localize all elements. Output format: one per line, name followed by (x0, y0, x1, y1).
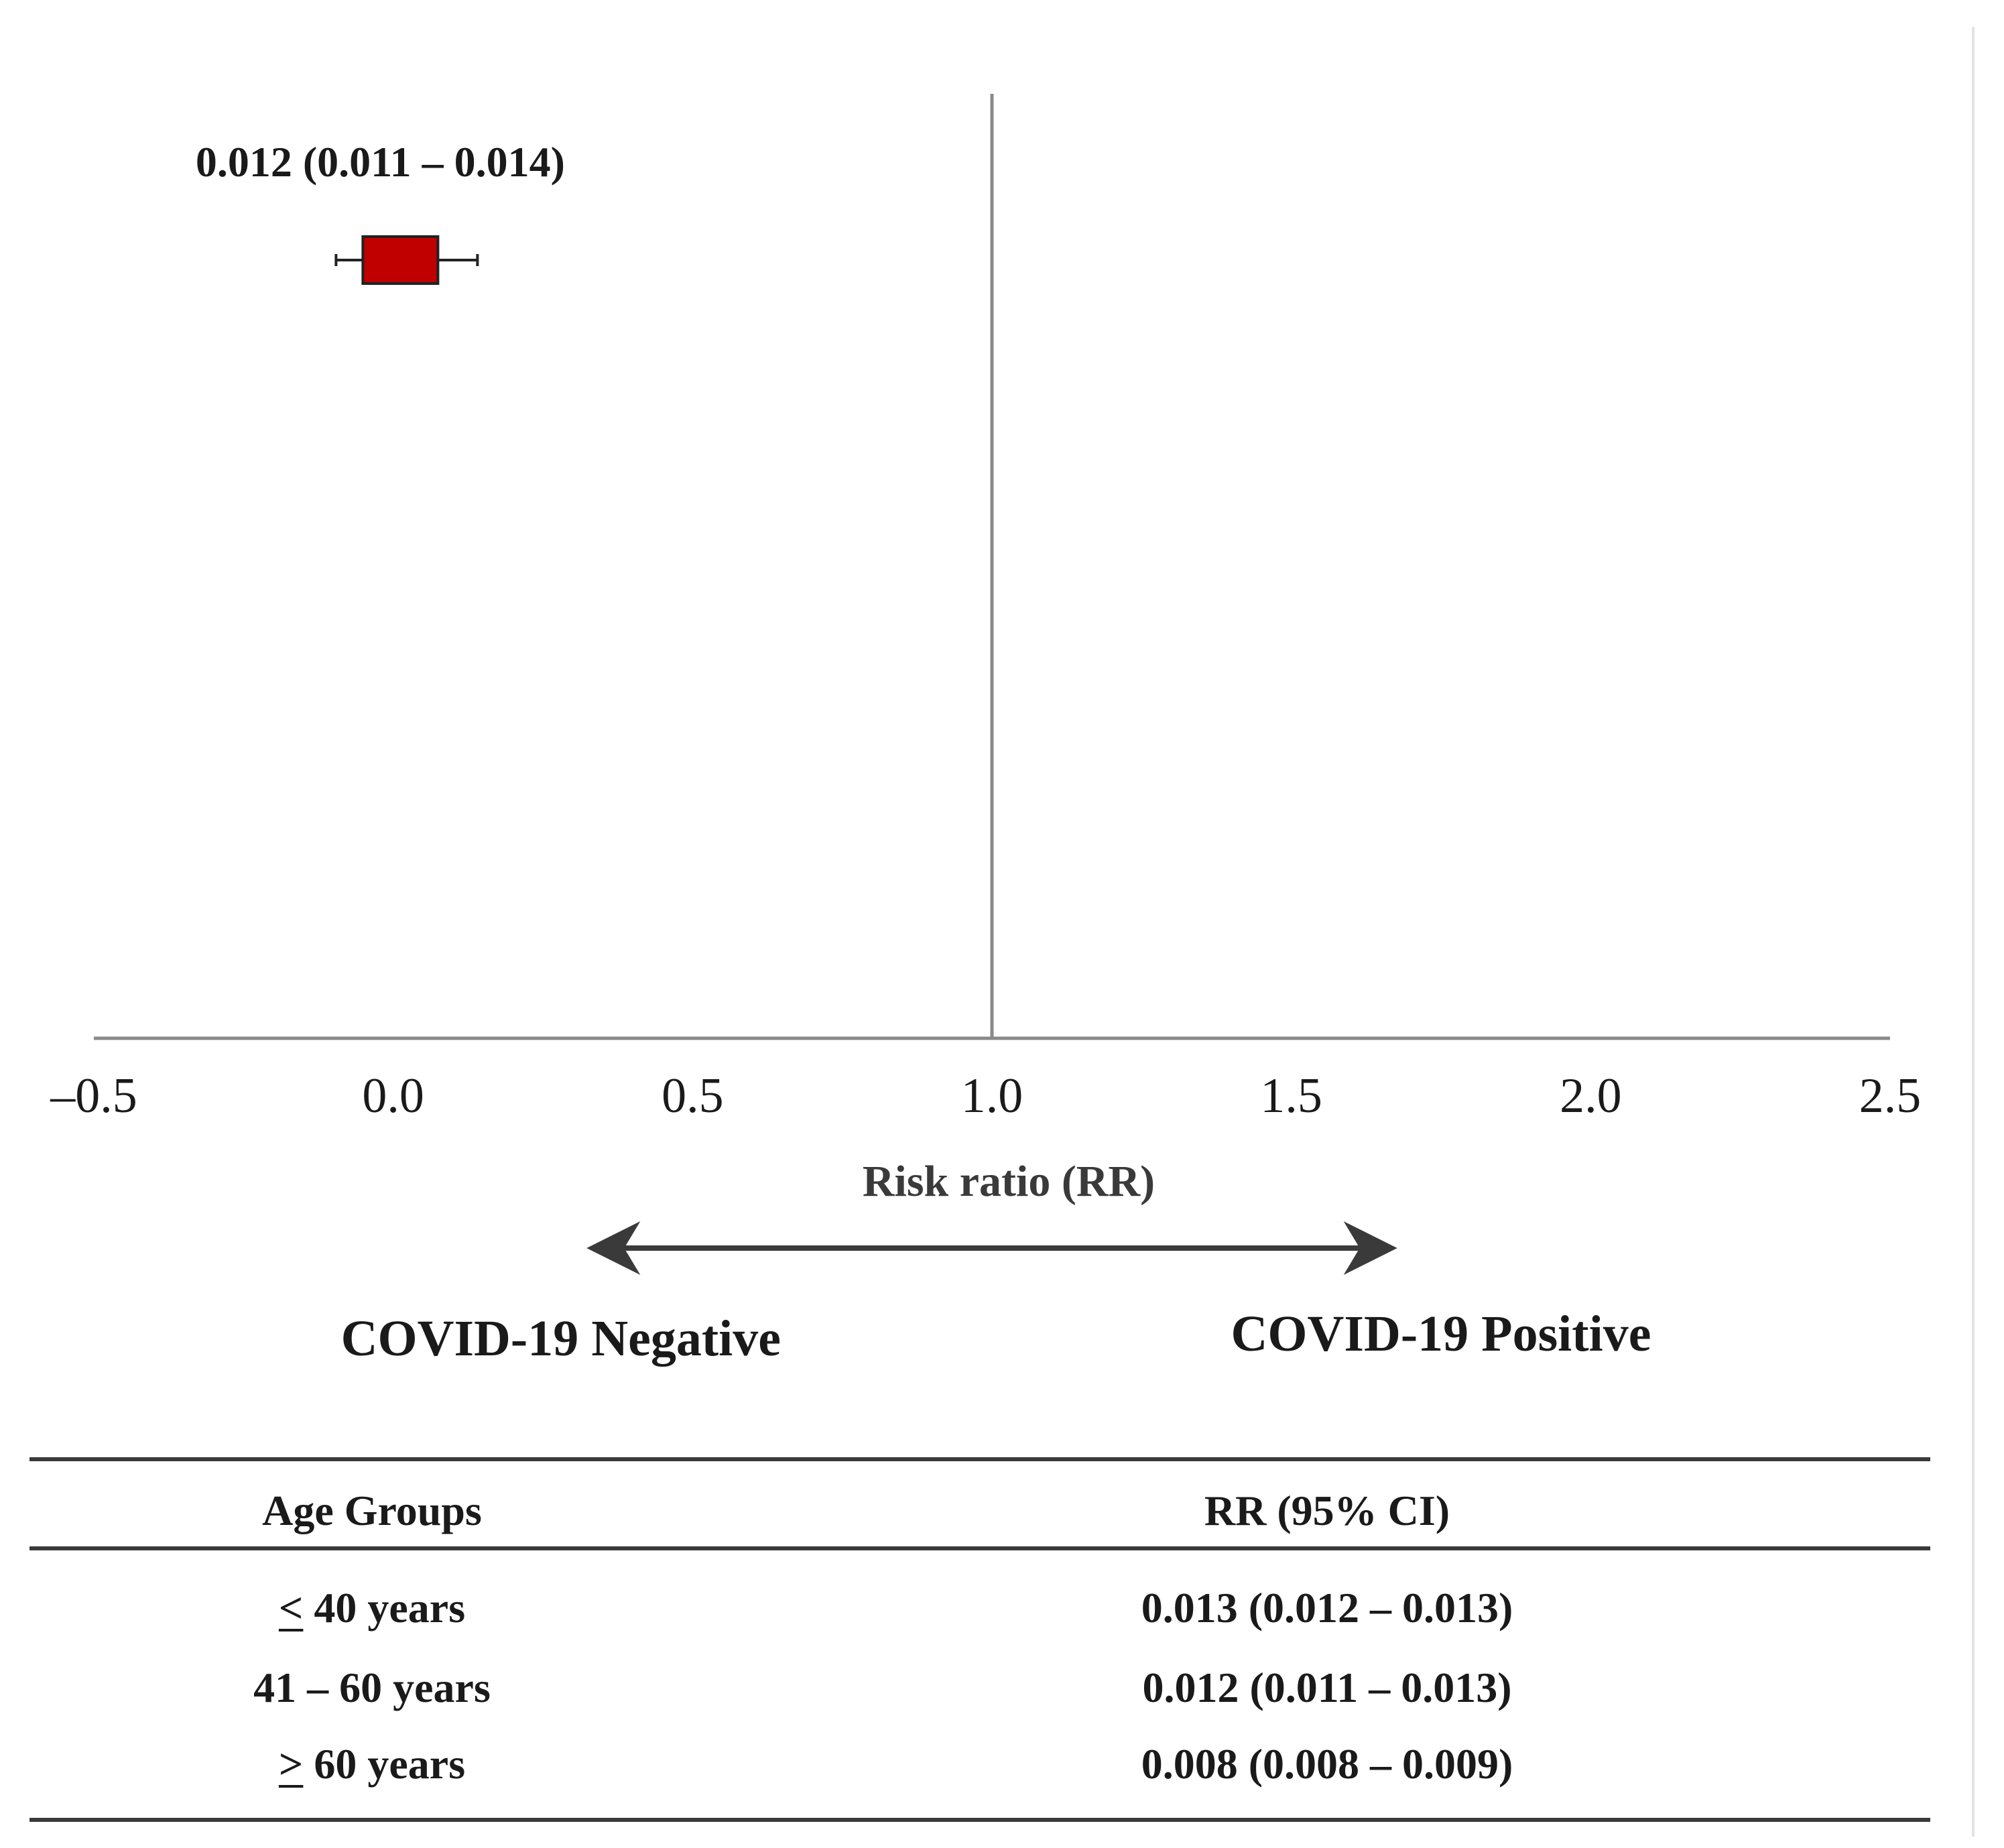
x-tick-label: 2.5 (1859, 1068, 1922, 1123)
age-label: 40 years (303, 1584, 466, 1631)
point-estimate-box (361, 235, 440, 285)
table-header-rule (29, 1546, 1930, 1550)
direction-label-right: COVID-19 Positive (1231, 1306, 1651, 1362)
table-row-age: > 60 years (279, 1743, 465, 1786)
right-edge-rule (1972, 27, 1975, 1837)
age-symbol: < (278, 1584, 304, 1631)
x-tick-label: –0.5 (50, 1068, 137, 1123)
table-row-age: 41 – 60 years (253, 1666, 491, 1709)
point-estimate-label: 0.012 (0.011 – 0.014) (196, 138, 565, 186)
age-symbol: > (278, 1740, 304, 1788)
table-row-rr: 0.013 (0.012 – 0.013) (1141, 1584, 1513, 1631)
age-label: 41 – 60 years (253, 1664, 491, 1711)
direction-label-left: COVID-19 Negative (341, 1310, 781, 1367)
x-tick-label: 2.0 (1560, 1068, 1622, 1123)
x-tick-label: 0.0 (362, 1068, 424, 1123)
table-row-rr: 0.012 (0.011 – 0.013) (1142, 1664, 1512, 1711)
table-row-rr: 0.008 (0.008 – 0.009) (1141, 1740, 1513, 1788)
header-rr-ci: RR (95% CI) (1204, 1487, 1450, 1534)
x-tick-label: 1.5 (1260, 1068, 1322, 1123)
x-axis-label: Risk ratio (RR) (863, 1157, 1155, 1206)
age-label: 60 years (303, 1740, 466, 1788)
x-tick-label: 1.0 (961, 1068, 1023, 1123)
header-age-groups: Age Groups (262, 1487, 482, 1534)
x-tick-label: 0.5 (662, 1068, 724, 1123)
table-top-rule (29, 1457, 1930, 1461)
table-row-age: < 40 years (279, 1587, 465, 1629)
table-bottom-rule (29, 1818, 1930, 1822)
